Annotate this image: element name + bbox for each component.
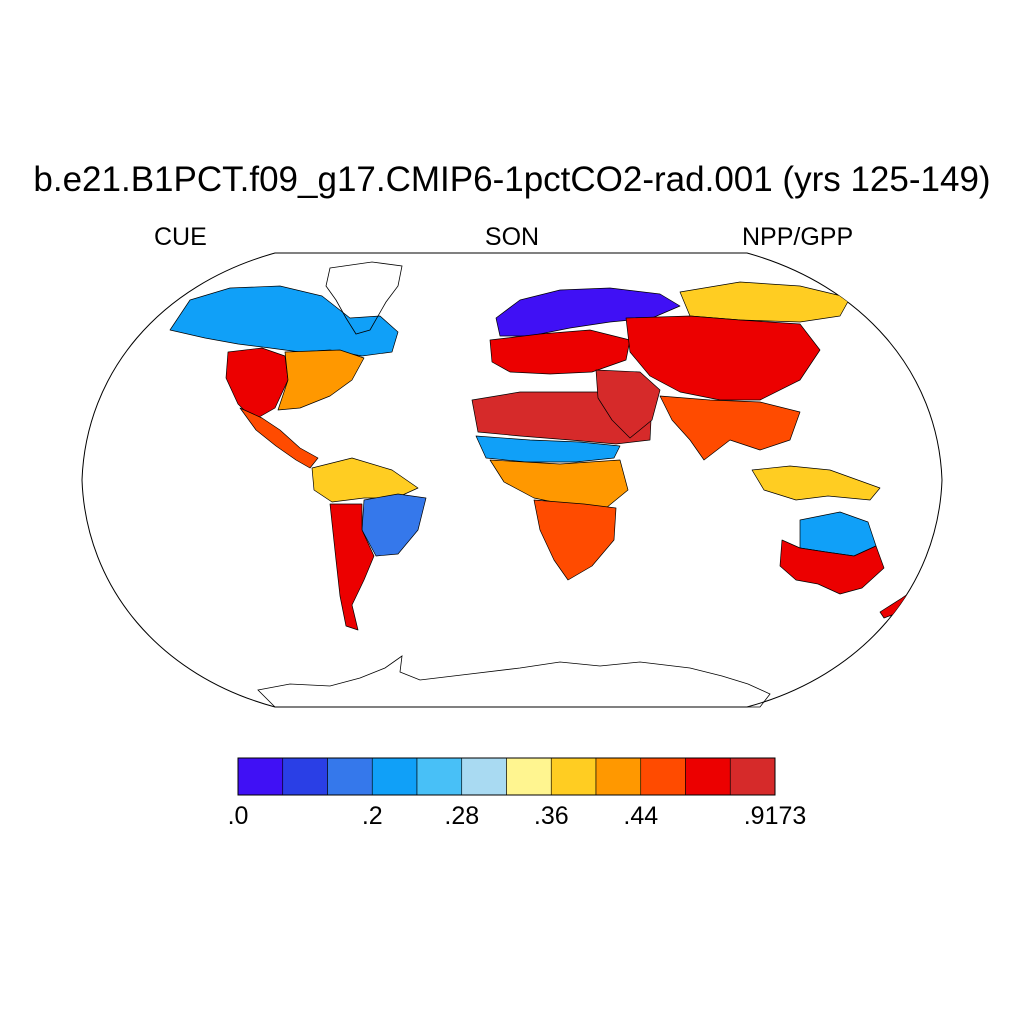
map-region: [489, 329, 631, 375]
colorbar-tick-label: .9173: [743, 802, 807, 830]
colorbar-tick-label: .44: [623, 802, 659, 830]
colorbar-swatch: [461, 757, 507, 796]
colorbar-tick-label: .28: [444, 802, 480, 830]
map-region: [659, 395, 801, 461]
antarctica-outline: [257, 655, 771, 708]
map-region: [595, 369, 661, 439]
colorbar-swatch: [327, 757, 373, 796]
colorbar-swatch: [506, 757, 552, 796]
colorbar-swatch: [729, 757, 776, 796]
map-region: [329, 503, 375, 631]
map-region: [751, 465, 881, 501]
map-region: [225, 347, 289, 421]
map-region: [239, 407, 319, 469]
variable-name-label: CUE: [154, 223, 207, 251]
colorbar-swatch: [550, 757, 597, 796]
colorbar-tick-label: .0: [227, 802, 249, 830]
colorbar-swatch: [237, 757, 284, 796]
map-region: [533, 499, 617, 581]
units-label: NPP/GPP: [742, 223, 854, 251]
colorbar-swatch: [595, 757, 642, 796]
colorbar-swatch: [416, 757, 463, 796]
map-region: [625, 315, 821, 401]
map-region: [277, 349, 365, 411]
colorbar-swatch: [640, 757, 686, 796]
colorbar-swatch: [685, 757, 731, 796]
map-region: [169, 285, 399, 357]
map-title: b.e21.B1PCT.f09_g17.CMIP6-1pctCO2-rad.00…: [33, 160, 991, 199]
colorbar-swatch: [282, 757, 328, 796]
map-region: [475, 435, 621, 463]
colorbar-swatch: [371, 757, 418, 796]
colorbar-tick-label: .36: [533, 802, 569, 830]
greenland-outline: [325, 261, 403, 335]
map-region: [779, 539, 885, 595]
colorbar-frame: [237, 757, 776, 796]
colorbar-tick-label: .2: [361, 802, 383, 830]
season-label: SON: [484, 223, 540, 251]
